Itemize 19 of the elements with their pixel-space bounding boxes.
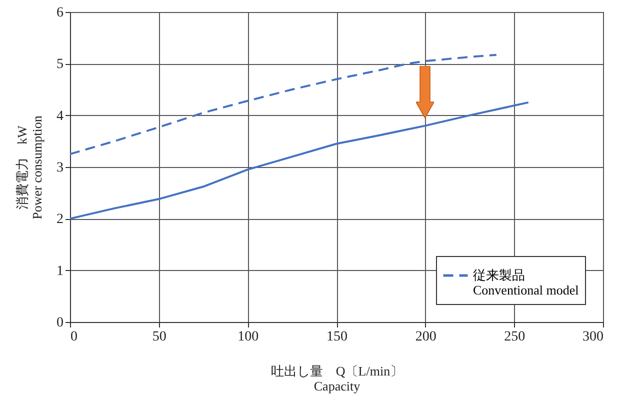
y-tick-label: 6 [56, 6, 64, 20]
x-tick-label: 300 [582, 330, 604, 344]
y-axis-title: 消費電力 kW Power consumption [14, 115, 44, 220]
y-tick-label: 4 [56, 108, 64, 124]
y-tick-label: 0 [56, 316, 64, 330]
y-tick-label: 1 [56, 264, 64, 279]
y-tick-label: 3 [56, 160, 64, 176]
x-tick-label: 150 [326, 330, 348, 344]
x-tick-label: 0 [70, 330, 78, 344]
x-tick-label: 200 [415, 330, 436, 344]
legend-label: 従来製品 Conventional model [473, 268, 580, 298]
line-series [69, 54, 498, 156]
x-tick-label: 250 [504, 330, 526, 344]
line-series [69, 101, 530, 220]
y-tick-label: 2 [56, 212, 64, 228]
x-tick-label: 100 [238, 330, 259, 344]
y-tick-label: 5 [56, 57, 64, 72]
x-axis-title: 吐出し量 Q〔L/min〕 Capacity [270, 364, 404, 394]
x-tick-label: 50 [152, 330, 166, 344]
